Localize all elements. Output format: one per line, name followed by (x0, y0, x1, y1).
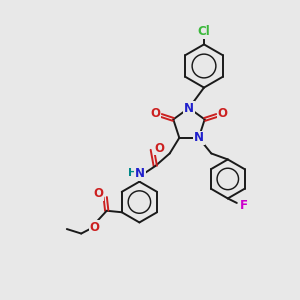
Text: N: N (194, 131, 204, 144)
Text: O: O (218, 107, 227, 120)
Text: O: O (154, 142, 164, 154)
Text: F: F (239, 199, 247, 212)
Text: O: O (151, 107, 160, 120)
Text: H: H (128, 168, 137, 178)
Text: Cl: Cl (198, 25, 210, 38)
Text: N: N (184, 101, 194, 115)
Text: O: O (94, 187, 103, 200)
Text: O: O (90, 221, 100, 234)
Text: N: N (135, 167, 145, 180)
